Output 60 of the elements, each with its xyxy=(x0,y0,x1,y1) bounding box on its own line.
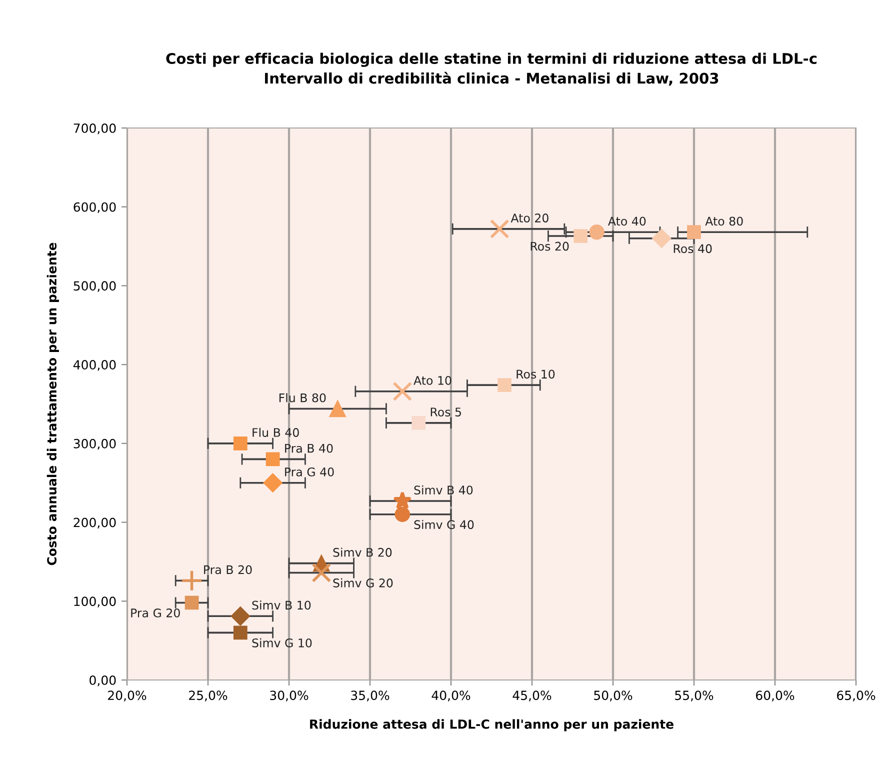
y-axis-title: Costo annuale di trattamento per un paziente xyxy=(46,242,59,566)
x-tick-label: 20,0% xyxy=(108,690,146,702)
series-label: Ros 5 xyxy=(430,408,461,416)
point xyxy=(392,382,412,402)
x-axis-title: Riduzione attesa di LDL-C nell'anno per un paziente xyxy=(310,719,674,732)
point xyxy=(687,225,701,240)
y-tick-label: 400,00 xyxy=(73,360,116,371)
point xyxy=(266,452,280,466)
point xyxy=(233,626,248,640)
y-tick-label: 0,00 xyxy=(90,675,116,686)
x-tick-label: 55,0% xyxy=(675,690,714,702)
series-label: Ato 40 xyxy=(608,216,646,226)
series-label: Flu B 80 xyxy=(279,393,326,402)
point xyxy=(184,596,199,610)
x-tick-label: 45,0% xyxy=(512,690,552,702)
x-tick-label: 65,0% xyxy=(837,690,876,702)
x-tick-label: 50,0% xyxy=(594,690,632,702)
point xyxy=(230,606,250,626)
series-label: Simv G 10 xyxy=(252,638,312,648)
y-tick-label: 100,00 xyxy=(74,596,116,608)
point xyxy=(498,378,512,392)
series-label: Ato 10 xyxy=(414,376,452,385)
series-label: Pra G 20 xyxy=(131,608,180,618)
point xyxy=(312,563,332,582)
point xyxy=(329,400,346,418)
series-label: Simv G 20 xyxy=(333,578,393,588)
series-label: Ato 20 xyxy=(510,214,548,222)
series-label: Pra B 20 xyxy=(204,565,252,574)
y-tick-label: 600,00 xyxy=(74,202,116,214)
point xyxy=(589,224,604,240)
y-tick-label: 200,00 xyxy=(74,518,116,528)
point xyxy=(574,229,588,243)
x-tick-label: 40,0% xyxy=(432,690,470,702)
y-tick-label: 500,00 xyxy=(74,281,116,292)
y-tick-label: 700,00 xyxy=(74,123,116,134)
series-label: Simv G 40 xyxy=(414,520,474,530)
series-label: Ato 80 xyxy=(705,216,743,226)
point xyxy=(393,491,412,510)
point xyxy=(394,506,410,522)
y-tick-label: 300,00 xyxy=(74,438,116,450)
point xyxy=(263,473,282,492)
point xyxy=(652,228,672,248)
x-tick-label: 30,0% xyxy=(270,690,308,702)
series-label: Pra G 40 xyxy=(285,467,334,476)
x-tick-label: 35,0% xyxy=(351,690,390,702)
point xyxy=(180,570,203,592)
point xyxy=(412,416,426,430)
series-label: Ros 10 xyxy=(516,370,555,379)
x-tick-label: 60,0% xyxy=(756,690,794,702)
series-label: Ros 20 xyxy=(530,242,569,251)
point xyxy=(490,219,510,239)
point xyxy=(233,436,248,450)
series-label: Simv B 20 xyxy=(333,548,392,557)
series-label: Simv B 40 xyxy=(414,485,473,495)
x-tick-label: 25,0% xyxy=(189,690,228,702)
series-label: Flu B 40 xyxy=(252,428,299,437)
series-label: Pra B 40 xyxy=(285,444,333,453)
series-label: Simv B 10 xyxy=(252,600,311,610)
series-label: Ros 40 xyxy=(674,244,712,254)
chart-title: Costi per efficacia biologica delle statine in termini di riduzione attesa di LDL-c Intervallo di credibilità clinica - Metanalisi di Law, 2003 xyxy=(166,52,817,86)
